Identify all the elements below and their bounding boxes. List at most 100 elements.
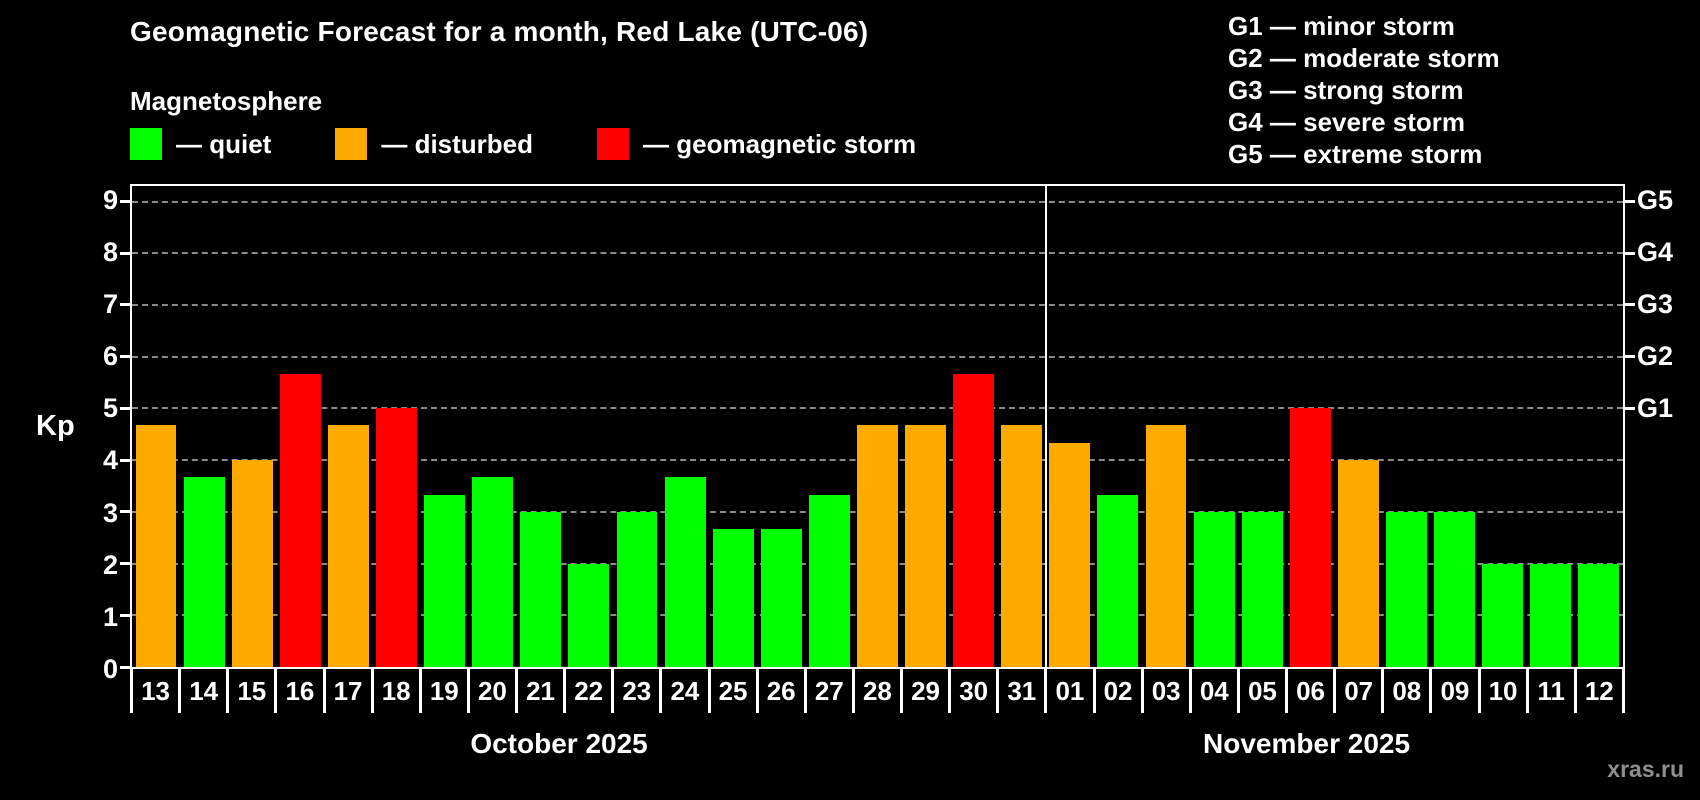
kp-bar-day-21 <box>520 511 562 667</box>
y-tick-mark-right-g3 <box>1625 303 1635 307</box>
day-label-05: 05 <box>1236 669 1285 713</box>
day-label-22: 22 <box>563 669 611 713</box>
legend-item-quiet: — quiet <box>130 128 271 160</box>
kp-bar-day-08 <box>1386 511 1427 667</box>
bar-column-26 <box>757 186 805 667</box>
month-divider <box>1044 186 1047 667</box>
kp-bar-day-28 <box>857 425 898 667</box>
g-scale-label-g4: G4 <box>1637 236 1674 267</box>
gridline-6 <box>132 355 1623 358</box>
kp-bar-day-24 <box>664 477 706 667</box>
y-tick-label-3: 3 <box>102 497 118 528</box>
bar-column-27 <box>805 186 853 667</box>
magnetosphere-label: Magnetosphere <box>130 86 323 116</box>
gridline-7 <box>132 303 1623 306</box>
watermark-link[interactable]: xras.ru <box>1607 756 1684 782</box>
bar-column-30 <box>950 186 998 667</box>
y-tick-mark-left-0 <box>120 665 130 669</box>
day-label-04: 04 <box>1188 669 1237 713</box>
day-labels-row: 13 14 15 16 17 18 19 20 21 22 23 24 25 26 27 28 29 30 31 01… <box>130 669 1625 713</box>
kp-bar-day-09 <box>1434 511 1476 667</box>
bar-column-23 <box>613 186 661 667</box>
kp-bar-day-29 <box>905 425 946 667</box>
kp-bar-day-10 <box>1482 563 1524 667</box>
kp-bar-day-26 <box>760 528 802 667</box>
legend-item-disturbed: — disturbed <box>335 128 533 160</box>
y-tick-label-4: 4 <box>102 445 118 476</box>
storm-scale-g1: G1 — minor storm <box>1228 11 1455 41</box>
kp-bar-day-25 <box>712 528 754 667</box>
bar-column-09 <box>1431 186 1479 667</box>
kp-bar-day-19 <box>424 494 466 667</box>
bar-column-22 <box>565 186 613 667</box>
day-label-17: 17 <box>322 669 371 713</box>
day-label-21: 21 <box>515 669 563 713</box>
kp-bar-day-05 <box>1241 511 1283 667</box>
day-label-23: 23 <box>611 669 659 713</box>
day-label-10: 10 <box>1477 669 1526 713</box>
storm-scale-g3: G3 — strong storm <box>1228 75 1464 105</box>
plot-area <box>120 184 1635 669</box>
bar-column-06 <box>1286 186 1334 667</box>
bar-column-29 <box>902 186 950 667</box>
bar-column-11 <box>1527 186 1575 667</box>
kp-bar-day-22 <box>568 563 610 667</box>
kp-bar-day-30 <box>953 373 995 667</box>
kp-bar-day-03 <box>1145 425 1187 667</box>
disturbed-swatch <box>335 128 368 160</box>
day-label-09: 09 <box>1429 669 1477 713</box>
bar-column-12 <box>1575 186 1623 667</box>
y-axis-left: 0 1 2 3 4 5 6 7 8 9 <box>58 184 118 684</box>
kp-bar-day-14 <box>183 477 225 667</box>
storm-scale-g5: G5 — extreme storm <box>1228 139 1483 169</box>
kp-bar-day-27 <box>808 494 850 667</box>
bar-column-07 <box>1334 186 1382 667</box>
gridline-9 <box>132 200 1623 203</box>
bar-column-08 <box>1382 186 1430 667</box>
kp-bar-day-23 <box>616 511 658 667</box>
kp-bar-day-02 <box>1097 494 1139 667</box>
day-label-20: 20 <box>466 669 515 713</box>
gridline-8 <box>132 252 1623 255</box>
g-scale-label-g5: G5 <box>1637 184 1674 215</box>
day-label-13: 13 <box>130 669 178 713</box>
y-tick-mark-right-g4 <box>1625 251 1635 255</box>
g-scale-label-g2: G2 <box>1637 341 1674 372</box>
y-tick-mark-right-g1 <box>1625 406 1635 410</box>
day-label-19: 19 <box>418 669 467 713</box>
kp-bar-day-12 <box>1578 563 1620 667</box>
kp-bar-day-04 <box>1193 511 1235 667</box>
storm-swatch <box>597 128 630 160</box>
quiet-swatch <box>130 128 162 160</box>
bar-column-28 <box>853 186 901 667</box>
bar-column-14 <box>180 186 228 667</box>
month-label-october: October 2025 <box>470 728 648 759</box>
kp-bar-day-18 <box>376 408 417 667</box>
y-tick-label-1: 1 <box>102 601 118 632</box>
day-label-28: 28 <box>851 669 900 713</box>
y-tick-label-7: 7 <box>102 288 118 319</box>
day-label-03: 03 <box>1140 669 1189 713</box>
y-tick-label-6: 6 <box>102 341 118 372</box>
bar-column-03 <box>1142 186 1190 667</box>
legend: — quiet — disturbed — geomagnetic storm <box>130 128 916 160</box>
y-tick-mark-left-1 <box>120 613 130 617</box>
bar-column-16 <box>276 186 324 667</box>
quiet-label: — quiet <box>176 128 272 159</box>
bar-column-24 <box>661 186 709 667</box>
day-label-31: 31 <box>996 669 1044 713</box>
bars-layer <box>132 186 1623 667</box>
y-axis-right: G1 G2 G3 G4 G5 <box>1637 184 1700 669</box>
bar-column-15 <box>228 186 276 667</box>
kp-bar-day-20 <box>472 477 514 667</box>
y-tick-mark-left-5 <box>120 406 130 410</box>
bar-column-13 <box>132 186 180 667</box>
day-label-15: 15 <box>226 669 274 713</box>
day-label-14: 14 <box>178 669 226 713</box>
month-labels-row: October 2025 November 2025 <box>130 728 1625 760</box>
bar-column-19 <box>421 186 469 667</box>
bar-column-17 <box>324 186 372 667</box>
bar-column-01 <box>1046 186 1094 667</box>
y-tick-mark-left-2 <box>120 562 130 566</box>
y-tick-mark-left-4 <box>120 458 130 462</box>
